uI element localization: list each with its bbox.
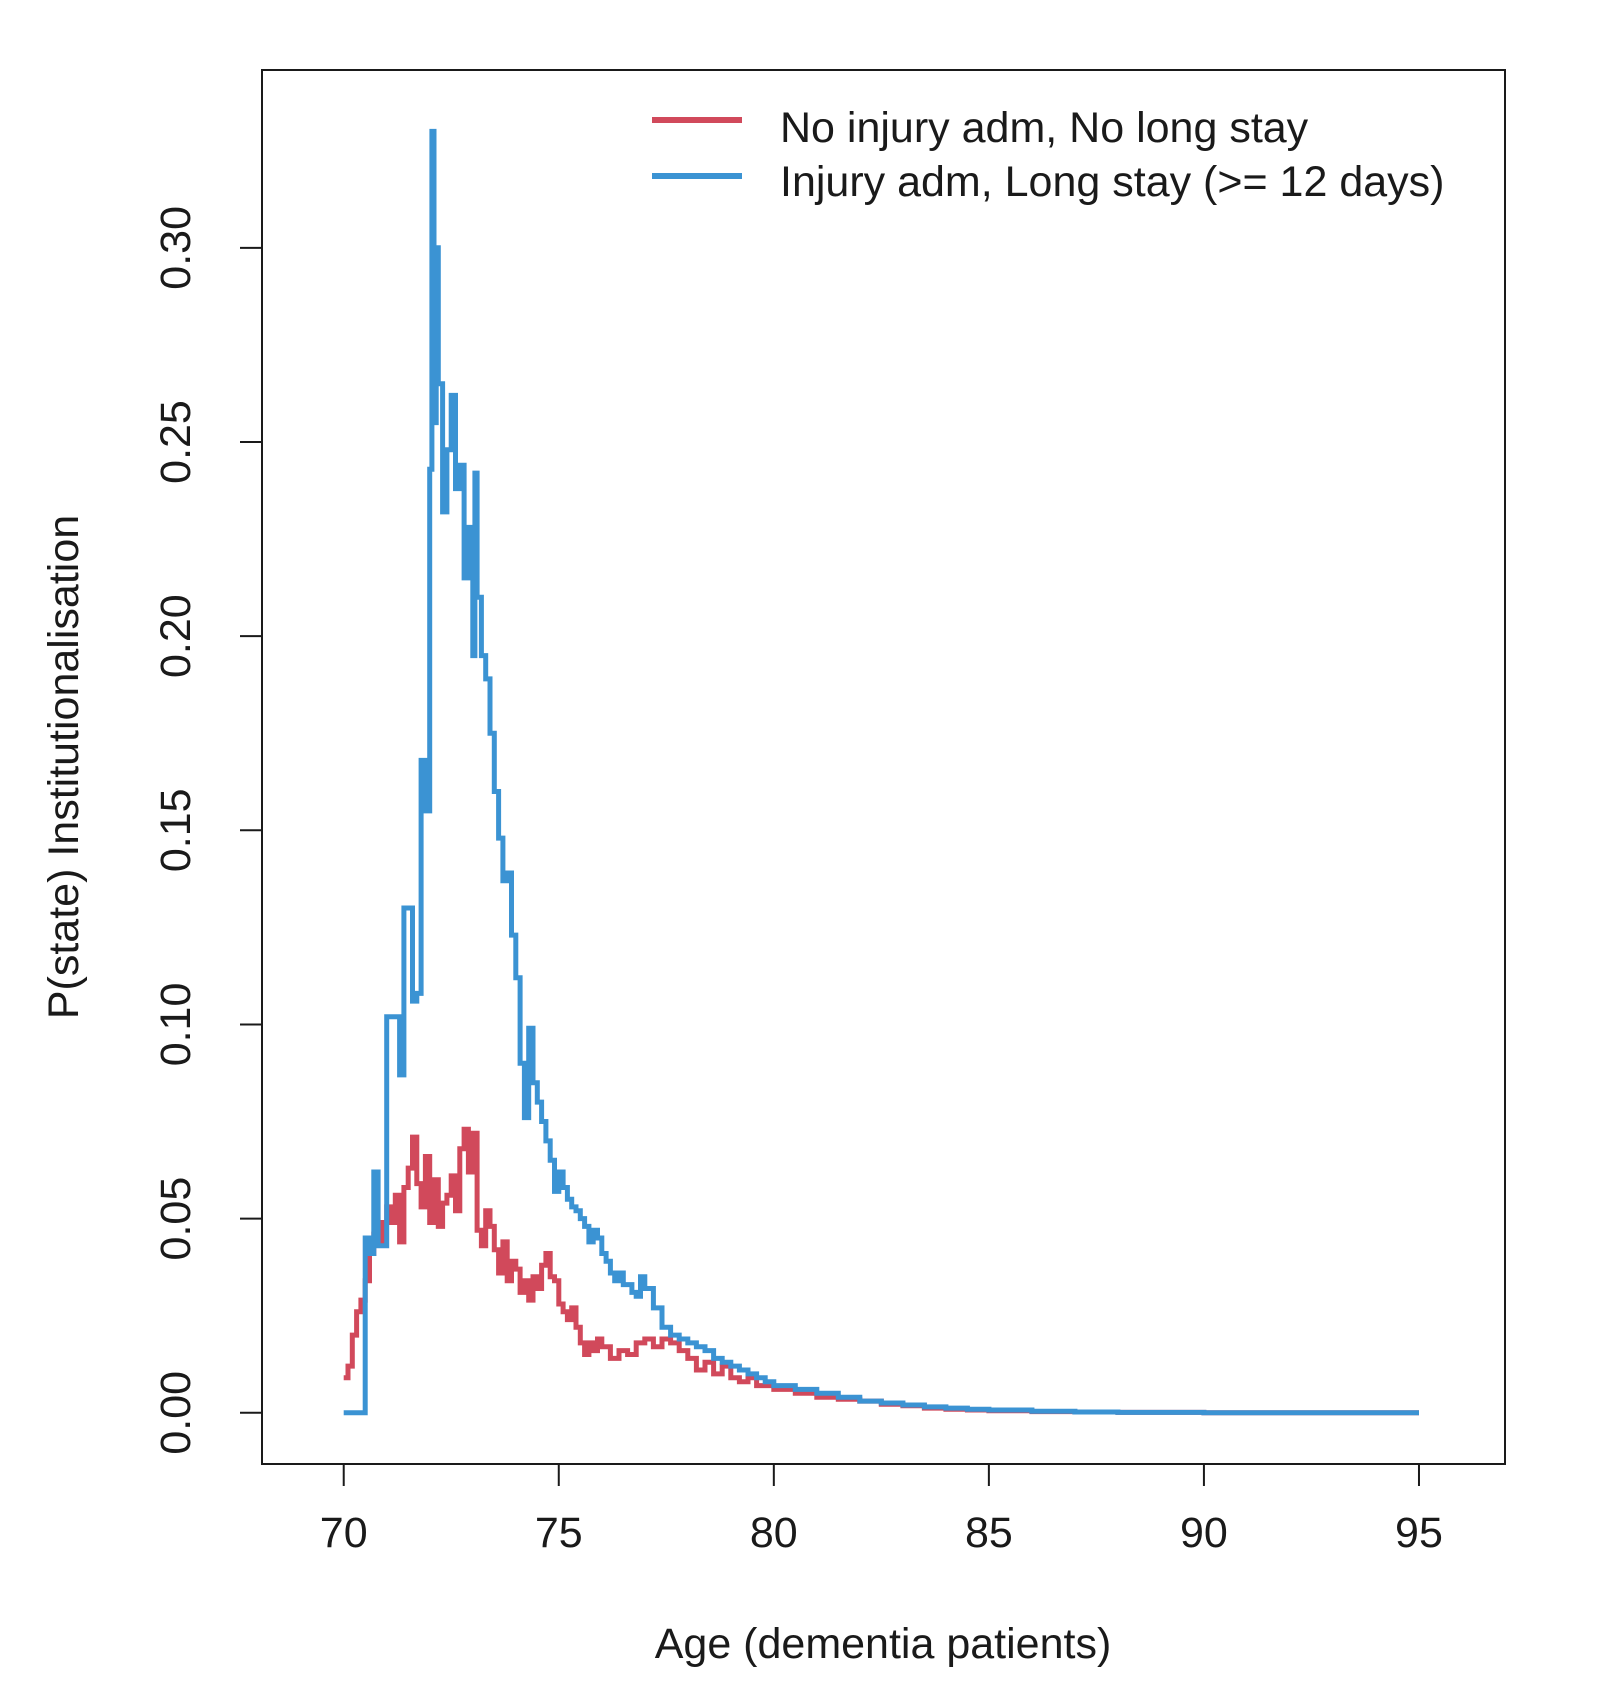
- x-axis-title: Age (dementia patients): [655, 1620, 1112, 1668]
- y-axis-title: P(state) Institutionalisation: [40, 515, 88, 1019]
- plot-frame: [261, 69, 1506, 1465]
- x-tick-label: 70: [320, 1509, 368, 1557]
- legend: No injury adm, No long stay Injury adm, …: [652, 104, 1444, 206]
- y-tick-label: 0.15: [152, 788, 200, 872]
- y-axis: 0.00 0.05 0.10 0.15 0.20 0.25 0.30: [152, 206, 262, 1455]
- y-tick-label: 0.30: [152, 206, 200, 290]
- x-tick-label: 95: [1395, 1509, 1443, 1557]
- x-tick-label: 90: [1180, 1509, 1228, 1557]
- x-tick-label: 85: [965, 1509, 1013, 1557]
- series-line-no-injury: [343, 1126, 1419, 1416]
- legend-label-injury-long-stay: Injury adm, Long stay (>= 12 days): [780, 158, 1444, 206]
- legend-label-no-injury: No injury adm, No long stay: [780, 104, 1309, 152]
- y-tick-label: 0.00: [152, 1371, 200, 1455]
- y-tick-label: 0.20: [152, 594, 200, 678]
- series-line-injury-long-stay: [343, 128, 1419, 1416]
- y-tick-label: 0.05: [152, 1177, 200, 1261]
- series-layer: [343, 128, 1419, 1416]
- y-tick-label: 0.25: [152, 400, 200, 484]
- x-tick-label: 80: [750, 1509, 798, 1557]
- x-tick-label: 75: [535, 1509, 583, 1557]
- y-tick-label: 0.10: [152, 983, 200, 1067]
- x-axis: 70 75 80 85 90 95: [320, 1464, 1443, 1557]
